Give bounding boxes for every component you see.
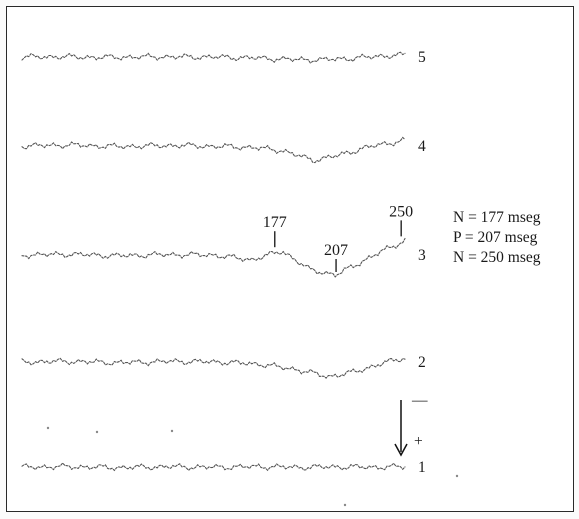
scan-speck [343, 503, 347, 507]
polarity-arrow-icon [394, 443, 408, 457]
trace-label-1: 1 [418, 459, 426, 476]
trace-3 [21, 237, 406, 278]
scan-speck [46, 426, 50, 430]
peak-label-250: 250 [389, 203, 413, 220]
trace-label-4: 4 [418, 138, 426, 155]
peak-label-177: 177 [263, 214, 287, 231]
trace-1 [21, 462, 406, 472]
scan-speck [95, 430, 99, 434]
legend-line-2: P = 207 mseg [453, 229, 538, 246]
trace-4 [21, 136, 406, 164]
scan-speck [455, 474, 459, 478]
trace-5 [21, 51, 406, 64]
scan-speck [170, 429, 174, 433]
figure-frame [6, 6, 574, 512]
polarity-negative: — [411, 392, 428, 409]
legend-line-1: N = 177 mseg [453, 209, 541, 226]
trace-label-5: 5 [418, 49, 426, 66]
trace-label-3: 3 [418, 247, 426, 264]
polarity-positive: + [414, 433, 423, 450]
legend-line-3: N = 250 mseg [453, 249, 541, 266]
peak-label-207: 207 [324, 242, 348, 259]
trace-2 [21, 357, 406, 379]
trace-label-2: 2 [418, 354, 426, 371]
